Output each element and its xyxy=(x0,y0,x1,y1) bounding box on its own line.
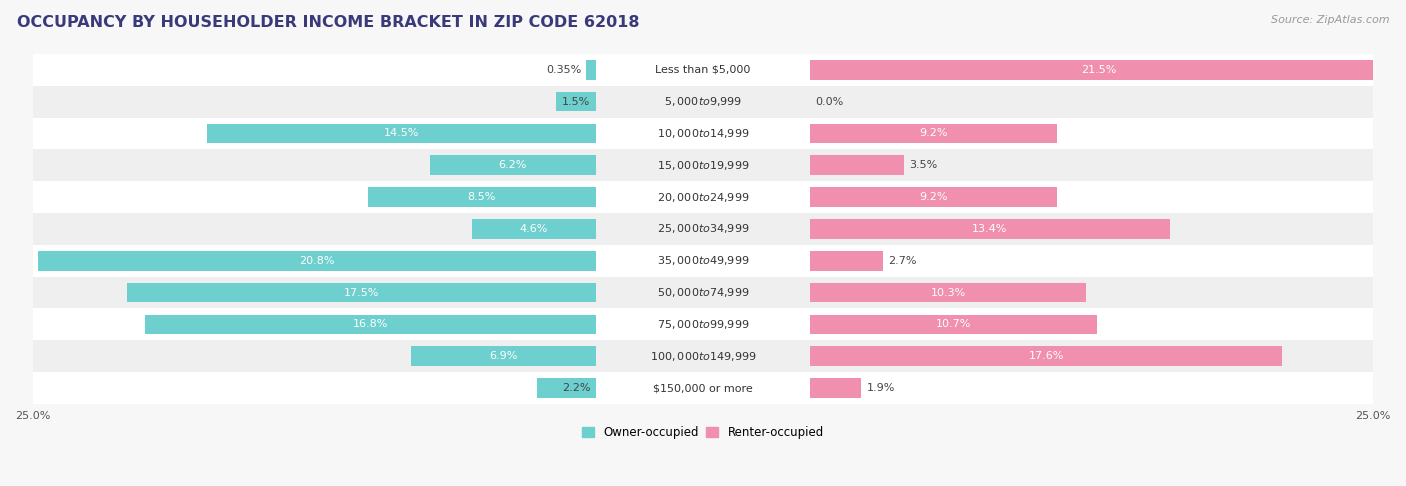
Text: 0.0%: 0.0% xyxy=(815,97,844,106)
Bar xyxy=(32,245,1374,277)
Bar xyxy=(207,123,596,143)
Bar xyxy=(32,340,1374,372)
Legend: Owner-occupied, Renter-occupied: Owner-occupied, Renter-occupied xyxy=(578,421,828,444)
Text: 13.4%: 13.4% xyxy=(972,224,1008,234)
Text: 6.2%: 6.2% xyxy=(499,160,527,170)
Bar xyxy=(810,283,1087,302)
Text: $10,000 to $14,999: $10,000 to $14,999 xyxy=(657,127,749,140)
Text: 9.2%: 9.2% xyxy=(920,128,948,139)
Text: $150,000 or more: $150,000 or more xyxy=(654,383,752,393)
Bar xyxy=(32,118,1374,149)
Text: 17.6%: 17.6% xyxy=(1029,351,1064,361)
Text: 1.9%: 1.9% xyxy=(866,383,896,393)
Bar xyxy=(586,60,596,80)
Text: $5,000 to $9,999: $5,000 to $9,999 xyxy=(664,95,742,108)
Text: 2.7%: 2.7% xyxy=(889,256,917,266)
Bar xyxy=(127,283,596,302)
Text: 2.2%: 2.2% xyxy=(562,383,591,393)
Text: $25,000 to $34,999: $25,000 to $34,999 xyxy=(657,223,749,235)
Bar xyxy=(810,378,862,398)
Bar xyxy=(145,314,596,334)
Bar xyxy=(429,156,596,175)
Bar xyxy=(32,86,1374,118)
Bar xyxy=(32,372,1374,404)
Bar xyxy=(810,123,1057,143)
Bar xyxy=(810,314,1097,334)
Bar xyxy=(32,181,1374,213)
Bar xyxy=(368,187,596,207)
Text: $20,000 to $24,999: $20,000 to $24,999 xyxy=(657,191,749,204)
Text: Source: ZipAtlas.com: Source: ZipAtlas.com xyxy=(1271,15,1389,25)
Text: 3.5%: 3.5% xyxy=(910,160,938,170)
Bar xyxy=(810,219,1170,239)
Bar xyxy=(32,277,1374,309)
Bar xyxy=(472,219,596,239)
Text: $50,000 to $74,999: $50,000 to $74,999 xyxy=(657,286,749,299)
Text: 0.35%: 0.35% xyxy=(546,65,581,75)
Text: $100,000 to $149,999: $100,000 to $149,999 xyxy=(650,350,756,363)
Text: 6.9%: 6.9% xyxy=(489,351,517,361)
Text: 20.8%: 20.8% xyxy=(299,256,335,266)
Bar xyxy=(810,60,1386,80)
Text: 4.6%: 4.6% xyxy=(520,224,548,234)
Bar xyxy=(537,378,596,398)
Text: 1.5%: 1.5% xyxy=(562,97,591,106)
Bar xyxy=(32,149,1374,181)
Text: 8.5%: 8.5% xyxy=(468,192,496,202)
Bar xyxy=(411,347,596,366)
Text: $15,000 to $19,999: $15,000 to $19,999 xyxy=(657,159,749,172)
Bar xyxy=(38,251,596,271)
Text: 16.8%: 16.8% xyxy=(353,319,388,330)
Text: 10.3%: 10.3% xyxy=(931,288,966,297)
Bar xyxy=(32,54,1374,86)
Bar xyxy=(555,92,596,111)
Text: 10.7%: 10.7% xyxy=(936,319,972,330)
Text: 14.5%: 14.5% xyxy=(384,128,419,139)
Bar xyxy=(810,156,904,175)
Bar xyxy=(32,213,1374,245)
Text: OCCUPANCY BY HOUSEHOLDER INCOME BRACKET IN ZIP CODE 62018: OCCUPANCY BY HOUSEHOLDER INCOME BRACKET … xyxy=(17,15,640,30)
Text: $35,000 to $49,999: $35,000 to $49,999 xyxy=(657,254,749,267)
Bar xyxy=(810,251,883,271)
Text: 9.2%: 9.2% xyxy=(920,192,948,202)
Text: 17.5%: 17.5% xyxy=(343,288,378,297)
Text: Less than $5,000: Less than $5,000 xyxy=(655,65,751,75)
Text: $75,000 to $99,999: $75,000 to $99,999 xyxy=(657,318,749,331)
Bar xyxy=(32,309,1374,340)
Bar xyxy=(810,187,1057,207)
Text: 21.5%: 21.5% xyxy=(1081,65,1116,75)
Bar xyxy=(810,347,1282,366)
